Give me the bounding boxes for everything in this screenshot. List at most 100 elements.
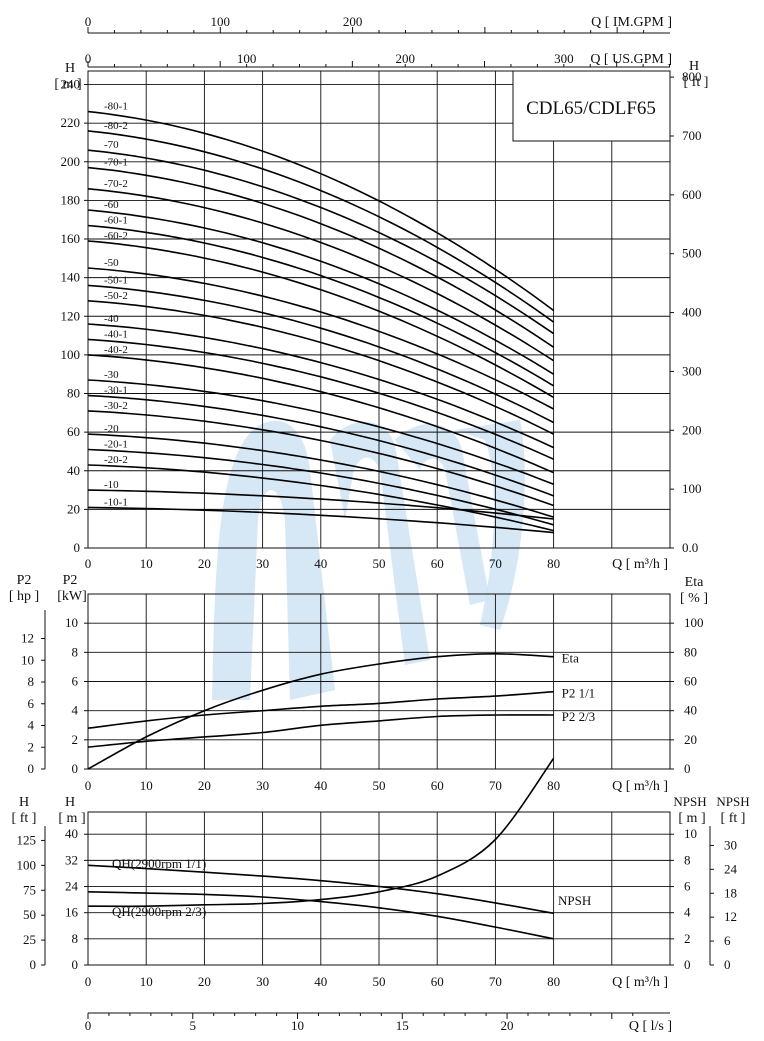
im-gpm-tick-label: 200 bbox=[343, 14, 363, 29]
hq-y-tick-label: 140 bbox=[61, 270, 81, 285]
hq-y-right-axis-title: H bbox=[689, 59, 699, 74]
p2-curve-label: P2 1/1 bbox=[562, 686, 596, 701]
qh-ft-axis-title: H bbox=[19, 795, 29, 810]
hq-y-right-tick-label: 600 bbox=[682, 187, 702, 202]
hq-curve-label: -30-1 bbox=[104, 384, 128, 396]
qh-curve-label: NPSH bbox=[558, 893, 591, 908]
watermark-shape bbox=[330, 421, 430, 665]
hq-y-tick-label: 160 bbox=[61, 231, 81, 246]
lps-axis-title: Q [ l/s ] bbox=[629, 1019, 672, 1034]
hq-curve bbox=[87, 209, 555, 375]
hq-x-tick-label: 10 bbox=[140, 556, 153, 571]
hq-y-tick-label: 80 bbox=[67, 386, 80, 401]
qh-curve bbox=[87, 891, 554, 940]
hq-y-right-tick-label: 400 bbox=[682, 305, 702, 320]
hq-curve bbox=[87, 110, 555, 312]
p2-hp-tick-label: 4 bbox=[28, 718, 35, 733]
hq-curve bbox=[87, 506, 554, 534]
hq-curve-label: -60-2 bbox=[104, 230, 128, 242]
p2-hp-tick-label: 6 bbox=[28, 696, 35, 711]
npsh-m-tick-label: 8 bbox=[684, 852, 691, 867]
qh-x-tick-label: 60 bbox=[431, 974, 444, 989]
hq-curve-label: -20-2 bbox=[104, 454, 128, 466]
p2-kw-tick-label: 4 bbox=[72, 703, 79, 718]
hq-y-axis-title: H bbox=[65, 61, 75, 76]
p2-hp-tick-label: 0 bbox=[28, 761, 35, 776]
p2-curve bbox=[87, 690, 554, 729]
hq-curve-label: -10 bbox=[104, 479, 119, 491]
qh-ft-tick-label: 125 bbox=[17, 832, 37, 847]
watermark-shape bbox=[212, 420, 335, 700]
hq-y-right-tick-label: 500 bbox=[682, 246, 702, 261]
p2-x-tick-label: 30 bbox=[256, 778, 269, 793]
p2-hp-tick-label: 12 bbox=[21, 631, 34, 646]
lps-tick-label: 10 bbox=[291, 1018, 304, 1033]
hq-curve bbox=[87, 410, 554, 507]
qh-ft-tick-label: 100 bbox=[17, 857, 37, 872]
hq-y-tick-label: 20 bbox=[67, 501, 80, 516]
hq-curve bbox=[87, 188, 555, 362]
qh-m-tick-label: 8 bbox=[72, 931, 79, 946]
hq-x-tick-label: 70 bbox=[489, 556, 502, 571]
npsh-m-axis-unit: [ m ] bbox=[678, 811, 705, 826]
us-gpm-tick-label: 200 bbox=[395, 51, 415, 66]
npsh-ft-tick-label: 30 bbox=[724, 837, 737, 852]
hq-curve-label: -80-2 bbox=[104, 120, 128, 132]
hq-y-tick-label: 0 bbox=[74, 540, 81, 555]
hq-curve bbox=[87, 240, 555, 399]
npsh-m-tick-label: 6 bbox=[684, 879, 691, 894]
hq-x-tick-label: 50 bbox=[373, 556, 386, 571]
npsh-ft-tick-label: 18 bbox=[724, 885, 737, 900]
eta-axis-unit: [ % ] bbox=[680, 591, 708, 606]
us-gpm-tick-label: 300 bbox=[554, 51, 574, 66]
npsh-ft-tick-label: 12 bbox=[724, 909, 737, 924]
chart-title: CDL65/CDLF65 bbox=[526, 98, 656, 119]
hq-curve bbox=[87, 354, 554, 474]
hq-y-right-tick-label: 100 bbox=[682, 481, 702, 496]
watermark-shape bbox=[395, 423, 490, 605]
p2-kw-axis-unit: [kW] bbox=[57, 589, 87, 604]
hq-curve-label: -50 bbox=[104, 257, 119, 269]
hq-curve-label: -30-2 bbox=[104, 400, 128, 412]
hq-curve bbox=[87, 224, 555, 387]
qh-m-tick-label: 40 bbox=[65, 826, 78, 841]
hq-curve-label: -40-1 bbox=[104, 328, 128, 340]
hq-curve bbox=[87, 448, 554, 526]
hq-y-tick-label: 200 bbox=[61, 154, 81, 169]
qh-ft-tick-label: 50 bbox=[23, 907, 36, 922]
p2-hp-axis-unit: [ hp ] bbox=[9, 589, 39, 604]
p2-x-axis-title: Q [ m³/h ] bbox=[612, 779, 668, 794]
hq-curve bbox=[87, 130, 555, 323]
watermark-logo bbox=[212, 420, 525, 700]
npsh-ft-axis-title: NPSH bbox=[716, 794, 749, 809]
p2-hp-axis-title: P2 bbox=[17, 573, 32, 588]
qh-x-tick-label: 80 bbox=[547, 974, 560, 989]
qh-curve-label: QH(2900rpm 1/1) bbox=[112, 856, 206, 871]
hq-y-tick-label: 220 bbox=[61, 115, 81, 130]
qh-ft-tick-label: 75 bbox=[23, 882, 36, 897]
qh-m-axis-title: H bbox=[65, 795, 75, 810]
p2-x-tick-label: 20 bbox=[198, 778, 211, 793]
npsh-m-tick-label: 0 bbox=[684, 957, 691, 972]
p2-kw-tick-label: 6 bbox=[72, 674, 79, 689]
hq-curve-label: -30 bbox=[104, 369, 119, 381]
p2-x-tick-label: 70 bbox=[489, 778, 502, 793]
eta-tick-label: 100 bbox=[684, 615, 704, 630]
p2-kw-axis-title: P2 bbox=[63, 573, 78, 588]
hq-y-tick-label: 100 bbox=[61, 347, 81, 362]
hq-curve bbox=[87, 149, 555, 335]
qh-m-tick-label: 32 bbox=[65, 852, 78, 867]
eta-tick-label: 40 bbox=[684, 703, 697, 718]
qh-curve bbox=[87, 757, 555, 908]
npsh-m-tick-label: 2 bbox=[684, 931, 691, 946]
qh-ft-tick-label: 0 bbox=[30, 957, 37, 972]
p2-curve-label: P2 2/3 bbox=[562, 709, 596, 724]
hq-curve bbox=[87, 379, 554, 486]
p2-curve bbox=[87, 714, 554, 748]
qh-m-tick-label: 24 bbox=[65, 879, 79, 894]
hq-curve bbox=[87, 433, 554, 518]
title-box bbox=[512, 70, 671, 142]
hq-curve bbox=[87, 166, 555, 348]
im-gpm-tick-label: 0 bbox=[85, 14, 92, 29]
hq-curve bbox=[87, 489, 554, 520]
